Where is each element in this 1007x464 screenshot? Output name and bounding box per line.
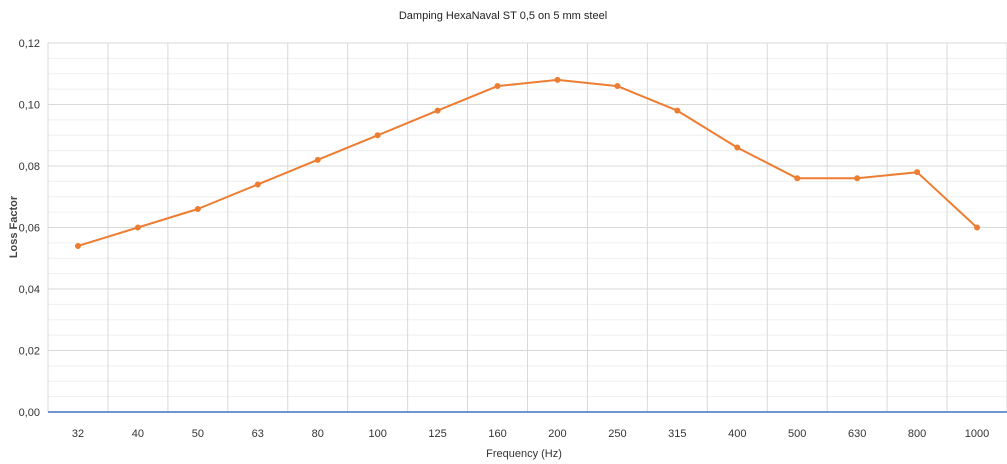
x-tick-label: 400	[728, 428, 746, 440]
y-axis-label: Loss Factor	[8, 195, 20, 258]
x-tick-label: 40	[132, 428, 144, 440]
data-point	[974, 224, 981, 231]
data-point	[134, 224, 141, 231]
data-point	[794, 175, 801, 182]
data-point	[74, 242, 81, 249]
x-tick-label: 315	[668, 428, 686, 440]
data-point	[374, 132, 381, 139]
y-tick-label: 0,10	[19, 100, 40, 112]
x-tick-label: 200	[548, 428, 566, 440]
data-point	[674, 107, 681, 114]
data-point	[254, 181, 261, 188]
data-point	[314, 156, 321, 163]
x-tick-label: 125	[428, 428, 446, 440]
x-tick-label: 50	[192, 428, 204, 440]
data-point	[194, 206, 201, 213]
x-tick-label: 800	[908, 428, 926, 440]
data-point	[614, 83, 621, 90]
x-tick-label: 630	[848, 428, 866, 440]
y-tick-label: 0,06	[19, 223, 40, 235]
x-tick-label: 500	[788, 428, 806, 440]
x-axis-tick-labels: 32 40 50 63 80 100 125 160 200 250 315 400 500 630 800…	[72, 428, 989, 440]
x-tick-label: 80	[312, 428, 324, 440]
x-tick-label: 63	[252, 428, 264, 440]
x-tick-label: 32	[72, 428, 84, 440]
data-point	[434, 107, 441, 114]
series-line	[77, 78, 978, 247]
data-point	[554, 76, 561, 83]
x-tick-label: 160	[488, 428, 506, 440]
y-tick-label: 0,12	[19, 38, 40, 50]
series-group	[74, 76, 981, 249]
y-axis-tick-labels: 0,00 0,02 0,04 0,06 0,08 0,10 0,12	[19, 38, 40, 419]
y-tick-label: 0,02	[19, 346, 40, 358]
data-point	[494, 83, 501, 90]
data-point	[914, 169, 921, 176]
y-tick-label: 0,00	[19, 407, 40, 419]
vertical-gridlines	[47, 43, 1007, 412]
x-axis-label: Frequency (Hz)	[486, 448, 562, 460]
x-tick-label: 100	[368, 428, 386, 440]
y-tick-label: 0,08	[19, 161, 40, 173]
y-tick-label: 0,04	[19, 284, 40, 296]
data-point	[854, 175, 861, 182]
chart-title: Damping HexaNaval ST 0,5 on 5 mm steel	[399, 10, 607, 22]
data-point	[734, 144, 741, 151]
x-tick-label: 1000	[965, 428, 989, 440]
x-tick-label: 250	[608, 428, 626, 440]
